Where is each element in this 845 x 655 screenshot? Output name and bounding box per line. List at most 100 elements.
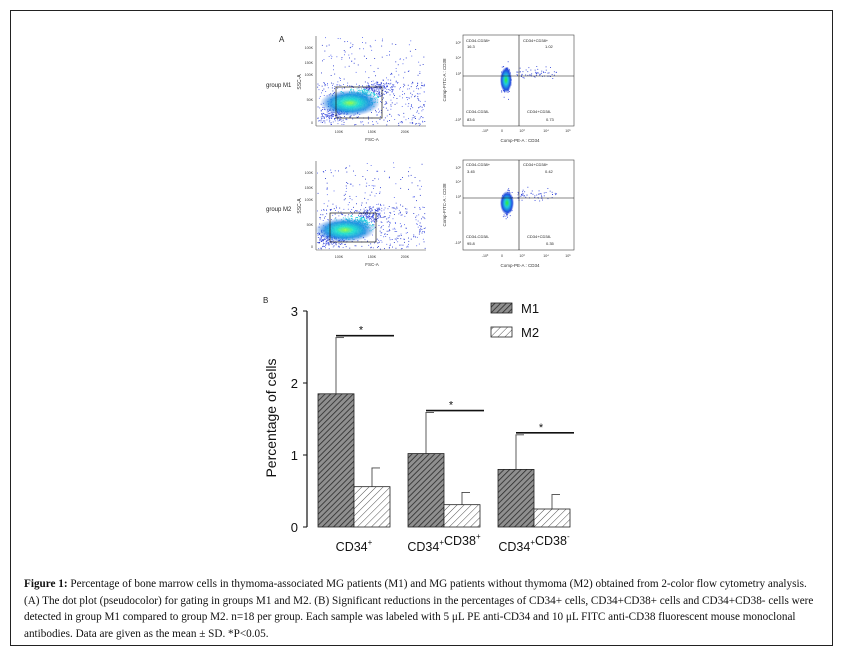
- scatter-dot: [367, 211, 369, 213]
- scatter-dot: [400, 187, 402, 189]
- scatter-dot: [423, 217, 425, 219]
- scatter-dot: [339, 78, 341, 79]
- scatter-dot: [376, 93, 378, 95]
- quad-m1-xtick: 10⁴: [543, 129, 549, 133]
- quad-dot: [553, 74, 555, 76]
- scatter-dot: [419, 194, 421, 196]
- scatter-dot: [378, 97, 380, 98]
- quad-dot: [503, 214, 505, 216]
- scatter-dot: [360, 217, 361, 219]
- scatter-dot: [388, 226, 390, 228]
- scatter-dot: [360, 215, 361, 217]
- scatter-dot: [323, 95, 325, 96]
- scatter-dot: [319, 237, 321, 239]
- scatter-m2-ytick: 0: [311, 245, 313, 249]
- scatter-dot: [413, 117, 415, 119]
- scatter-dot: [373, 214, 375, 216]
- scatter-dot: [330, 117, 332, 119]
- quad-dot: [522, 71, 524, 73]
- scatter-dot: [364, 192, 366, 194]
- scatter-dot: [391, 86, 393, 88]
- quad-dot: [525, 69, 527, 71]
- group-m1-label: group M1: [266, 83, 292, 89]
- scatter-dot: [366, 217, 367, 219]
- scatter-dot: [418, 112, 420, 114]
- scatter-dot: [372, 87, 374, 89]
- scatter-dot: [374, 94, 376, 96]
- scatter-dot: [421, 106, 423, 108]
- scatter-dot: [393, 76, 395, 78]
- scatter-dot: [342, 247, 344, 248]
- scatter-dot: [356, 88, 358, 90]
- scatter-dot: [379, 212, 381, 214]
- scatter-dot: [349, 85, 351, 87]
- quad-m2-density: [500, 191, 514, 215]
- scatter-dot: [400, 226, 402, 228]
- scatter-dot: [348, 54, 350, 56]
- scatter-dot: [326, 213, 328, 215]
- scatter-dot: [323, 238, 325, 240]
- scatter-dot: [352, 118, 354, 120]
- scatter-dot: [418, 214, 420, 216]
- scatter-dot: [398, 124, 400, 126]
- scatter-m2-density: [315, 218, 375, 242]
- scatter-dot: [376, 89, 377, 91]
- scatter-dot: [349, 165, 351, 167]
- scatter-dot: [332, 83, 334, 85]
- scatter-dot: [372, 220, 374, 222]
- scatter-dot: [377, 242, 379, 244]
- scatter-dot: [327, 239, 328, 241]
- scatter-dot: [345, 191, 347, 192]
- scatter-dot: [417, 74, 419, 76]
- scatter-dot: [328, 116, 330, 118]
- scatter-dot: [368, 89, 370, 91]
- quad-dot: [538, 190, 540, 192]
- scatter-dot: [363, 87, 364, 89]
- scatter-dot: [329, 112, 331, 114]
- scatter-dot: [386, 88, 388, 90]
- quad-m1-xtick: 10⁵: [565, 129, 571, 133]
- scatter-dot: [357, 217, 359, 218]
- legend-label: M2: [521, 325, 539, 340]
- quad-dot: [554, 192, 556, 194]
- scatter-dot: [372, 84, 374, 86]
- bar-m2: [533, 508, 571, 528]
- scatter-dot: [417, 226, 419, 228]
- scatter-dot: [362, 124, 364, 126]
- scatter-dot: [367, 87, 369, 89]
- quad-dot: [522, 194, 524, 196]
- scatter-dot: [388, 83, 389, 85]
- scatter-dot: [360, 218, 362, 220]
- scatter-dot: [364, 213, 366, 215]
- scatter-dot: [367, 122, 369, 124]
- quad-dot: [517, 194, 519, 196]
- scatter-dot: [388, 206, 390, 207]
- scatter-dot: [368, 185, 370, 186]
- scatter-dot: [391, 207, 393, 209]
- quad-dot: [521, 73, 523, 75]
- scatter-dot: [395, 80, 397, 82]
- scatter-dot: [323, 209, 325, 211]
- scatter-dot: [341, 58, 343, 60]
- scatter-dot: [364, 197, 366, 199]
- scatter-dot: [389, 113, 391, 115]
- scatter-dot: [387, 208, 389, 210]
- scatter-dot: [327, 112, 329, 114]
- scatter-dot: [376, 204, 378, 205]
- scatter-dot: [381, 241, 383, 243]
- scatter-dot: [368, 215, 370, 217]
- scatter-dot: [400, 58, 401, 60]
- scatter-dot: [378, 239, 380, 241]
- scatter-dot: [373, 215, 374, 217]
- scatter-dot: [380, 205, 382, 206]
- scatter-dot: [389, 243, 391, 245]
- scatter-dot: [408, 171, 409, 173]
- scatter-dot: [419, 71, 421, 73]
- scatter-dot: [361, 88, 362, 90]
- scatter-dot: [412, 82, 414, 84]
- scatter-dot: [376, 213, 378, 215]
- scatter-dot: [367, 240, 368, 242]
- scatter-dot: [349, 195, 351, 197]
- scatter-dot: [372, 121, 373, 123]
- scatter-dot: [389, 222, 391, 224]
